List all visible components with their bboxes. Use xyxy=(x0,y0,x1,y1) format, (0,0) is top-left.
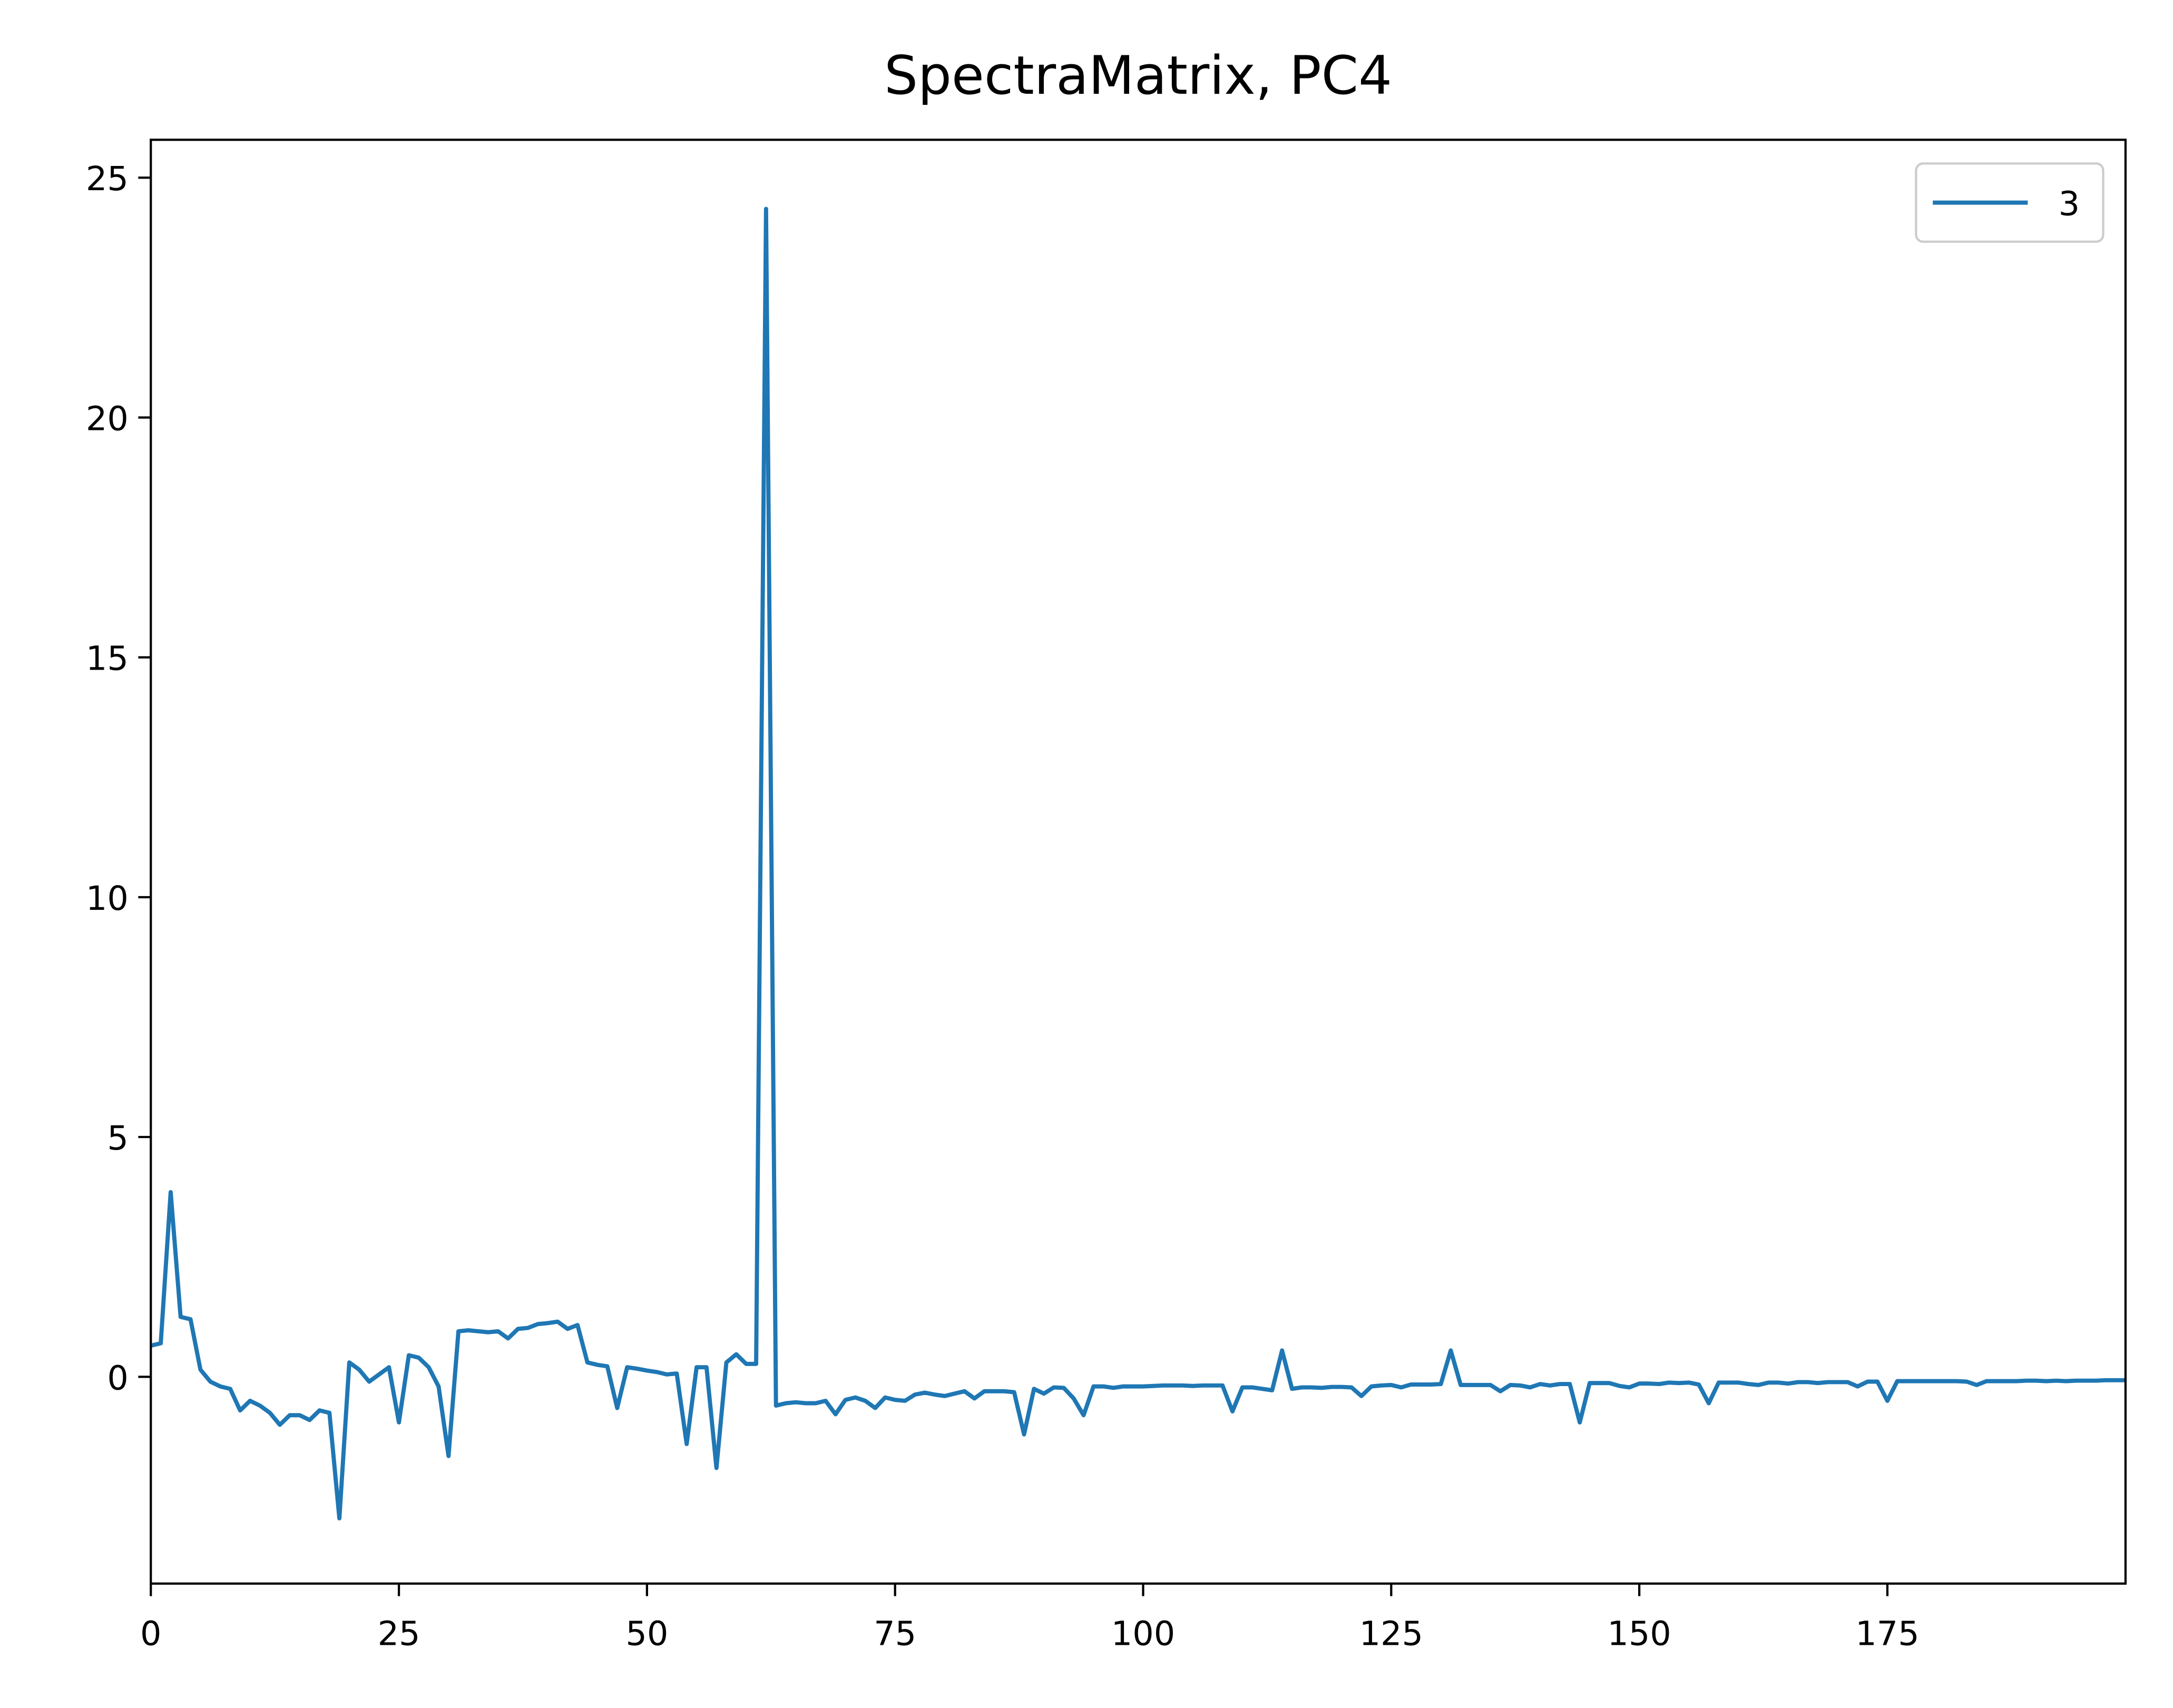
x-tick-label: 125 xyxy=(1359,1614,1423,1653)
x-tick-label: 100 xyxy=(1111,1614,1175,1653)
y-tick-label: 5 xyxy=(107,1118,128,1157)
x-tick-label: 150 xyxy=(1607,1614,1671,1653)
x-tick-label: 25 xyxy=(378,1614,420,1653)
x-tick-label: 175 xyxy=(1855,1614,1919,1653)
axes-frame xyxy=(150,139,2127,1585)
x-tick-label: 75 xyxy=(874,1614,916,1653)
plot-area xyxy=(150,207,2126,1520)
x-tick-label: 0 xyxy=(140,1614,161,1653)
data-line xyxy=(150,207,2126,1520)
y-tick-label: 25 xyxy=(86,159,129,198)
y-tick-label: 10 xyxy=(86,879,129,918)
x-tick-label: 50 xyxy=(625,1614,668,1653)
y-tick-label: 0 xyxy=(107,1358,128,1397)
y-tick-label: 15 xyxy=(86,639,129,678)
y-tick-label: 20 xyxy=(86,399,129,438)
legend-label: 3 xyxy=(2059,184,2080,223)
chart-title: SpectraMatrix, PC4 xyxy=(884,45,1392,106)
